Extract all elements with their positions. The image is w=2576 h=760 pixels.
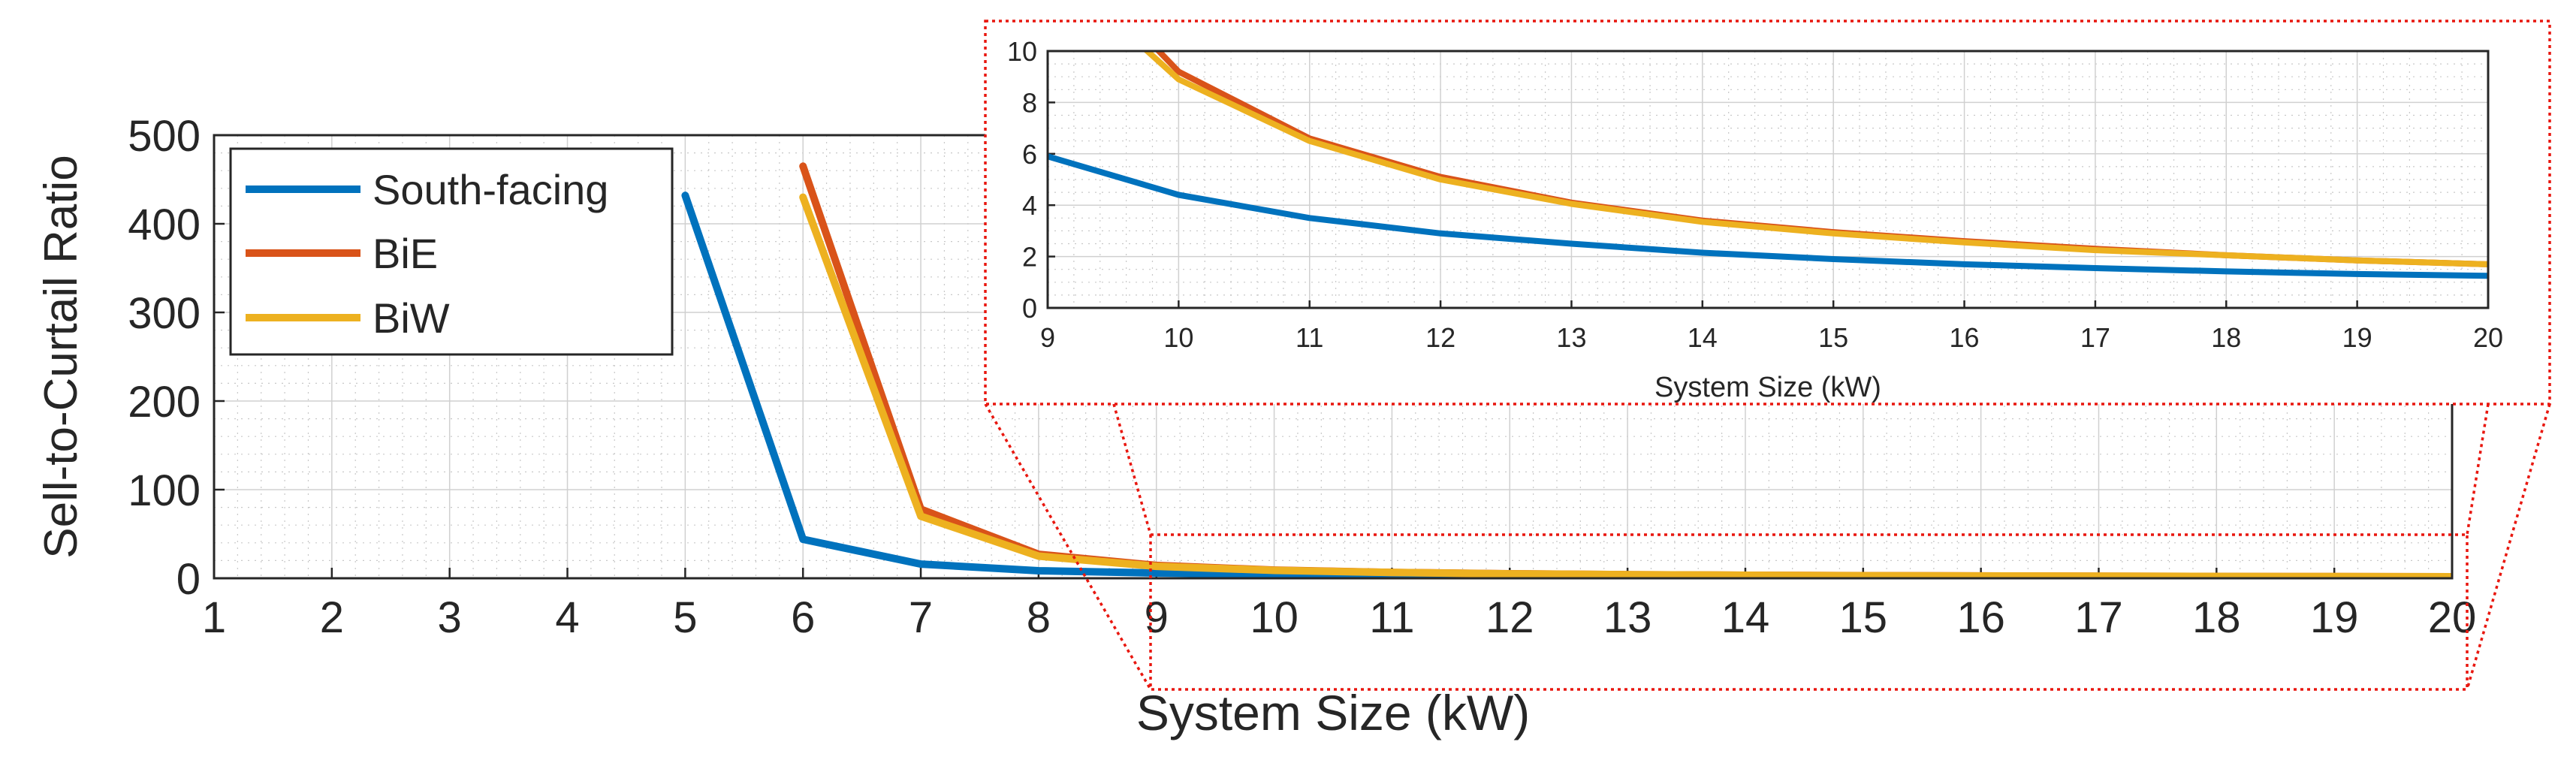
inset-x-axis-label: System Size (kW) bbox=[1654, 372, 1881, 403]
x-tick-label: 20 bbox=[2428, 593, 2477, 642]
main-series-line-biw bbox=[799, 193, 2452, 578]
x-tick-label: 12 bbox=[1486, 593, 1534, 642]
y-tick-label: 6 bbox=[1022, 139, 1037, 170]
zoom-connector-right bbox=[2466, 403, 2551, 690]
y-tick-label: 0 bbox=[1022, 293, 1037, 324]
x-tick-label: 4 bbox=[555, 593, 579, 642]
y-tick-label: 400 bbox=[128, 201, 201, 249]
y-tick-label: 10 bbox=[1007, 36, 1037, 67]
x-tick-label: 10 bbox=[1163, 322, 1193, 353]
main-y-tick-labels: 0 100 200 300 400 500 bbox=[128, 112, 201, 604]
x-tick-label: 19 bbox=[2310, 593, 2359, 642]
x-tick-label: 1 bbox=[202, 593, 226, 642]
x-tick-label: 9 bbox=[1040, 322, 1055, 353]
x-tick-label: 13 bbox=[1556, 322, 1586, 353]
x-tick-label: 2 bbox=[320, 593, 344, 642]
main-series-lines bbox=[681, 162, 2452, 578]
y-tick-label: 0 bbox=[176, 555, 201, 604]
main-y-axis-label: Sell-to-Curtail Ratio bbox=[35, 155, 87, 559]
inset-axes-box bbox=[1046, 50, 2490, 309]
y-tick-label: 200 bbox=[128, 378, 201, 427]
y-tick-label: 100 bbox=[128, 466, 201, 515]
x-tick-label: 15 bbox=[1818, 322, 1848, 353]
x-tick-label: 15 bbox=[1839, 593, 1888, 642]
x-tick-label: 18 bbox=[2192, 593, 2241, 642]
zoom-connector-left bbox=[984, 403, 1152, 690]
x-tick-label: 11 bbox=[1369, 593, 1414, 642]
inset-plot: 9 10 11 12 13 14 15 16 17 18 19 20 0 2 4 6 8 10 System S… bbox=[984, 20, 2551, 406]
x-tick-label: 14 bbox=[1688, 322, 1718, 353]
zoom-region-box bbox=[1149, 535, 2469, 691]
x-tick-label: 7 bbox=[909, 593, 933, 642]
x-tick-label: 5 bbox=[673, 593, 697, 642]
zoom-indicator bbox=[984, 403, 2551, 691]
x-tick-label: 3 bbox=[438, 593, 462, 642]
x-tick-label: 18 bbox=[2211, 322, 2241, 353]
x-tick-label: 17 bbox=[2080, 322, 2110, 353]
x-tick-label: 11 bbox=[1296, 322, 1323, 353]
legend-label-south-facing: South-facing bbox=[373, 166, 608, 213]
inset-plot-background bbox=[1048, 51, 2488, 308]
legend-label-bie: BiE bbox=[373, 230, 438, 277]
inset-x-tick-labels: 9 10 11 12 13 14 15 16 17 18 19 20 bbox=[1040, 322, 2503, 353]
x-tick-label: 14 bbox=[1721, 593, 1770, 642]
zoom-connector-inner-left bbox=[1112, 403, 1152, 535]
inset-series-lines bbox=[1048, 51, 2488, 279]
zoom-connector-inner-right bbox=[2466, 403, 2490, 535]
inset-y-tick-labels: 0 2 4 6 8 10 bbox=[1007, 36, 1037, 324]
x-tick-label: 16 bbox=[1950, 322, 1980, 353]
x-tick-label: 17 bbox=[2074, 593, 2123, 642]
x-tick-label: 20 bbox=[2473, 322, 2503, 353]
x-tick-label: 9 bbox=[1145, 593, 1169, 642]
x-tick-label: 8 bbox=[1027, 593, 1051, 642]
main-x-tick-labels: 1 2 3 4 5 6 7 8 9 10 11 12 13 14 15 16 17 18 19 20 bbox=[202, 593, 2476, 642]
y-tick-label: 8 bbox=[1022, 87, 1037, 118]
inset-series-line-biw bbox=[1142, 51, 2488, 267]
x-tick-label: 6 bbox=[791, 593, 815, 642]
y-tick-label: 300 bbox=[128, 289, 201, 338]
y-tick-label: 2 bbox=[1022, 242, 1037, 273]
x-tick-label: 12 bbox=[1425, 322, 1455, 353]
x-tick-label: 13 bbox=[1603, 593, 1652, 642]
x-tick-label: 10 bbox=[1250, 593, 1299, 642]
x-tick-label: 16 bbox=[1956, 593, 2005, 642]
y-tick-label: 500 bbox=[128, 112, 201, 161]
y-tick-label: 4 bbox=[1022, 190, 1037, 221]
main-x-axis-label: System Size (kW) bbox=[1136, 685, 1530, 740]
legend: South-facing BiE BiW bbox=[229, 147, 674, 356]
inset-series-line-south-facing bbox=[1048, 152, 2488, 279]
legend-label-biw: BiW bbox=[373, 294, 450, 342]
x-tick-label: 19 bbox=[2342, 322, 2372, 353]
